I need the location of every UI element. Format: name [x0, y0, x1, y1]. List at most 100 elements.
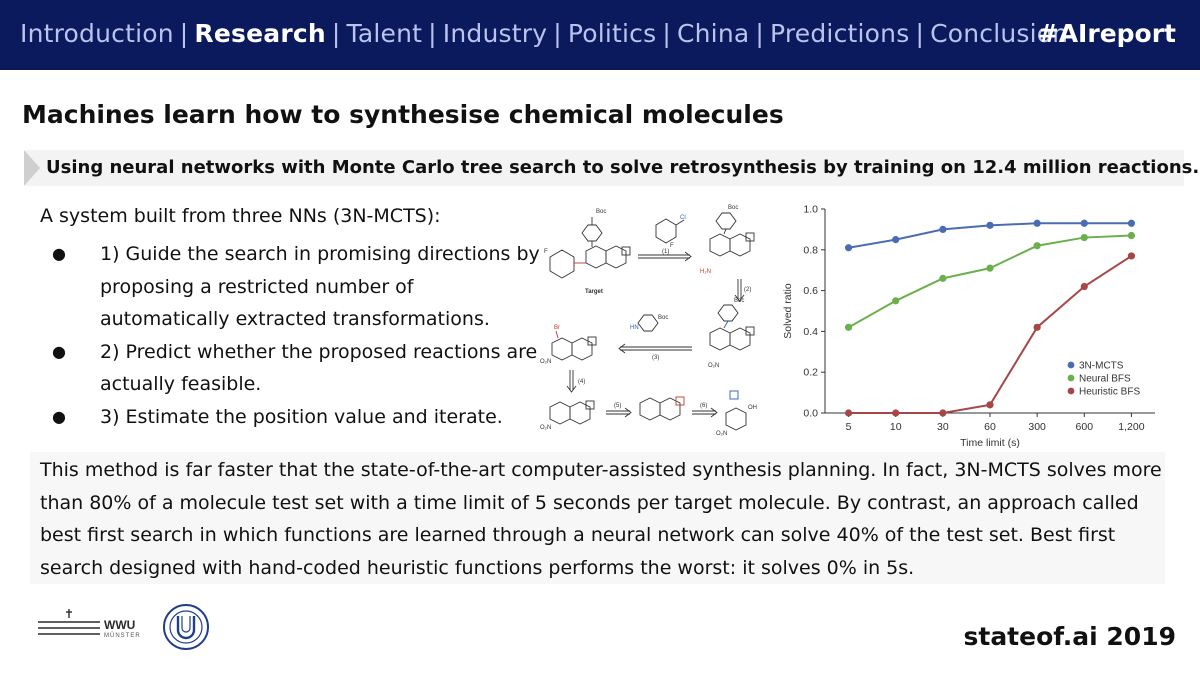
f-label: F	[670, 243, 674, 249]
bullet-item: ● 2) Predict whether the proposed reactio…	[52, 336, 542, 401]
target-label: Target	[585, 289, 603, 295]
bullet-dot-icon: ●	[52, 341, 66, 361]
chart-lines	[848, 222, 1132, 414]
bullet-text: 2) Predict whether the proposed reaction…	[100, 340, 538, 396]
university-city: MÜNSTER	[104, 633, 141, 639]
bullet-dot-icon: ●	[52, 406, 66, 426]
data-point	[1033, 242, 1041, 250]
header-bar: Introduction | Research | Talent | Industry | Po…	[0, 0, 1200, 70]
boc-label: Boc	[596, 209, 606, 215]
boc-label: Boc	[658, 315, 668, 321]
nav-item-research[interactable]: Research	[194, 19, 326, 48]
target-piperazine-ring	[581, 224, 603, 242]
nav-separator: |	[662, 19, 671, 48]
data-point	[892, 409, 900, 417]
nav-separator: |	[179, 19, 189, 48]
page-title: Machines learn how to synthesise chemica…	[22, 100, 784, 129]
step-label: (3)	[652, 355, 659, 361]
boc-label: Boc	[728, 205, 738, 211]
x-tick-label: 1,200	[1118, 421, 1144, 433]
target-benzene-ring	[549, 249, 575, 279]
data-point	[892, 297, 900, 305]
data-point	[939, 225, 947, 233]
target-aromatic-ring	[585, 245, 607, 269]
data-point	[939, 409, 947, 417]
bullet-item: ● 3) Estimate the position value and iter…	[52, 401, 542, 434]
data-point	[844, 323, 853, 331]
data-point	[1127, 219, 1136, 227]
cl-label: Cl	[680, 215, 686, 221]
legend-marker	[1067, 374, 1075, 382]
bullet-text: 1) Guide the search in promising directi…	[100, 243, 540, 330]
step-label: (2)	[744, 287, 751, 293]
data-point	[986, 221, 994, 229]
nav-item-conclusion[interactable]: Conclusion	[930, 19, 1069, 48]
bullet-list: ● 1) Guide the search in promising direct…	[52, 238, 542, 433]
footer-logos: WWU MÜNSTER	[34, 598, 214, 658]
data-point	[986, 401, 994, 409]
chart-legend: 3N-MCTS Neural BFS Heuristic BFS	[1067, 361, 1140, 398]
legend-label: 3N-MCTS	[1079, 361, 1124, 372]
nav-item-predictions[interactable]: Predictions	[770, 19, 910, 48]
x-tick-label: 60	[984, 421, 996, 433]
data-point	[1080, 219, 1088, 227]
data-point	[986, 264, 994, 272]
legend-label: Neural BFS	[1079, 374, 1131, 385]
data-point	[1080, 233, 1088, 242]
data-point	[1033, 323, 1041, 331]
intro-text: A system built from three NNs (3N-MCTS):	[40, 205, 441, 227]
section-nav: Introduction | Research | Talent | Industry | Po…	[20, 19, 1068, 48]
nh2-label: H₂N	[700, 269, 711, 275]
legend-label: Heuristic BFS	[1079, 387, 1140, 398]
data-point	[1127, 252, 1136, 260]
step-label: (1)	[662, 249, 669, 255]
nav-item-industry[interactable]: Industry	[442, 19, 548, 48]
university-seal-icon	[163, 604, 209, 650]
br-label: Br	[554, 325, 560, 331]
f-label: F	[544, 249, 548, 255]
nav-item-china[interactable]: China	[676, 19, 750, 48]
y-axis-label: Solved ratio	[782, 283, 794, 339]
reaction-scheme-figure: Target (1) (2) (3) (4) (5) (6) Boc Boc B…	[540, 205, 757, 437]
no2-label: O₂N	[716, 431, 727, 437]
solved-ratio-chart: 0.0 0.2 0.4 0.6 0.8 1.0 5 10 30 60 300 600 1,200 Time…	[782, 204, 1155, 449]
legend-marker	[1067, 361, 1075, 369]
bullet-text: 3) Estimate the position value and itera…	[100, 405, 503, 428]
data-point	[844, 409, 853, 417]
chart-points	[844, 219, 1136, 417]
subtitle-box: Using neural networks with Monte Carlo t…	[24, 150, 1199, 186]
bullet-dot-icon: ●	[52, 244, 66, 263]
chart-axes: 0.0 0.2 0.4 0.6 0.8 1.0 5 10 30 60 300 600 1,200 Time…	[782, 204, 1155, 449]
step-label: (6)	[700, 403, 707, 409]
y-tick-label: 0.0	[803, 408, 818, 420]
x-tick-label: 600	[1076, 421, 1094, 433]
subtitle: Using neural networks with Monte Carlo t…	[46, 157, 1200, 178]
data-point	[1033, 219, 1041, 227]
nav-item-introduction[interactable]: Introduction	[20, 19, 174, 48]
paragraph-box	[30, 452, 1165, 584]
series-line-1	[848, 234, 1132, 329]
nav-item-politics[interactable]: Politics	[567, 19, 657, 48]
nav-separator: |	[553, 19, 562, 48]
data-point	[892, 236, 900, 244]
reagent-ring	[655, 218, 677, 244]
step-label: (5)	[614, 403, 621, 409]
y-tick-label: 0.2	[803, 367, 818, 379]
step-label: (4)	[578, 379, 585, 385]
summary-paragraph: This method is far faster that the state…	[40, 459, 1162, 579]
y-tick-label: 0.8	[803, 244, 818, 256]
no2-label: O₂N	[540, 425, 551, 431]
nav-separator: |	[915, 19, 925, 48]
university-name: WWU	[104, 618, 136, 632]
boc-label: Boc	[734, 298, 744, 304]
y-tick-label: 1.0	[803, 204, 818, 216]
x-axis-label: Time limit (s)	[960, 437, 1020, 449]
target-chroman-ring	[605, 245, 627, 269]
y-tick-label: 0.4	[803, 326, 818, 338]
nav-item-talent[interactable]: Talent	[346, 19, 423, 48]
data-point	[1127, 231, 1136, 240]
x-tick-label: 300	[1028, 421, 1046, 433]
bullet-item: ● 1) Guide the search in promising direct…	[52, 238, 542, 336]
x-tick-label: 10	[890, 421, 902, 433]
x-tick-label: 5	[846, 421, 852, 433]
